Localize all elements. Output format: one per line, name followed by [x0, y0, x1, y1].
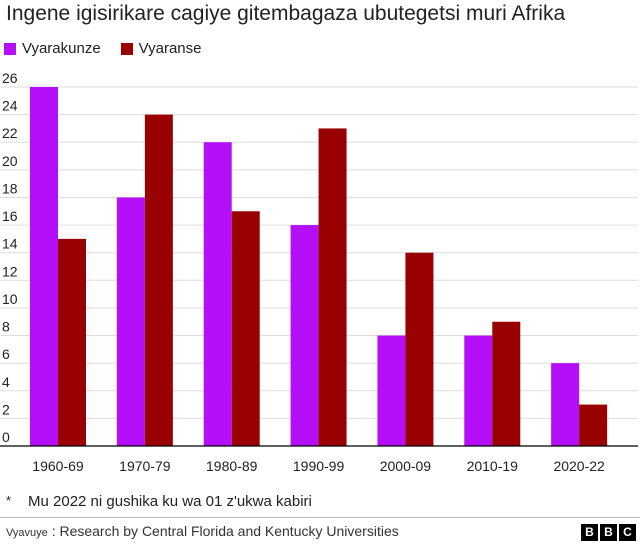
y-tick-label: 20: [2, 153, 18, 169]
bar-series-1: [30, 87, 58, 446]
y-tick-label: 4: [2, 374, 10, 390]
y-tick-label: 22: [2, 125, 18, 141]
y-tick-label: 18: [2, 180, 18, 196]
bar-series-2: [58, 238, 86, 446]
bbc-logo-letter: B: [600, 524, 617, 541]
y-tick-label: 16: [2, 208, 18, 224]
y-tick-label: 2: [2, 401, 10, 417]
x-tick-label: 1990-99: [293, 458, 345, 474]
y-tick-label: 10: [2, 291, 18, 307]
bar-series-2: [144, 114, 173, 446]
legend: Vyarakunze Vyaranse: [4, 40, 221, 57]
x-tick-label: 1980-89: [206, 458, 258, 474]
bar-series-1: [551, 363, 580, 446]
bbc-logo-letter: B: [581, 524, 598, 541]
legend-item-series-2: Vyaranse: [120, 40, 202, 57]
source: Vyavuye : Research by Central Florida an…: [6, 523, 399, 539]
y-tick-label: 24: [2, 98, 18, 114]
x-tick-label: 1960-69: [32, 458, 84, 474]
x-tick-label: 1970-79: [119, 458, 171, 474]
y-tick-label: 8: [2, 319, 10, 335]
chart-title: Ingene igisirikare cagiye gitembagaza ub…: [6, 2, 566, 25]
bar-series-1: [377, 335, 406, 446]
y-tick-label: 14: [2, 236, 18, 252]
x-tick-label: 2000-09: [380, 458, 432, 474]
y-tick-label: 12: [2, 263, 18, 279]
bar-series-1: [116, 197, 145, 446]
footnote: * Mu 2022 ni gushika ku wa 01 z'ukwa kab…: [6, 493, 312, 510]
bar-series-2: [579, 404, 608, 446]
bar-series-2: [492, 321, 521, 446]
source-text: : Research by Central Florida and Kentuc…: [51, 523, 399, 539]
legend-label-series-2: Vyaranse: [138, 40, 202, 57]
footnote-text: Mu 2022 ni gushika ku wa 01 z'ukwa kabir…: [28, 493, 312, 510]
legend-label-series-1: Vyarakunze: [22, 40, 101, 57]
bbc-logo-letter: C: [619, 524, 636, 541]
footnote-marker: *: [6, 493, 12, 508]
legend-swatch-series-2: [120, 42, 133, 55]
bbc-logo: B B C: [581, 524, 636, 541]
source-label: Vyavuye: [6, 527, 48, 539]
bar-series-1: [290, 225, 319, 446]
legend-item-series-1: Vyarakunze: [4, 40, 101, 57]
bar-series-1: [464, 335, 493, 446]
x-tick-label: 2020-22: [553, 458, 605, 474]
y-tick-label: 26: [2, 70, 18, 86]
bar-series-2: [231, 211, 260, 446]
x-tick-label: 2010-19: [467, 458, 519, 474]
y-tick-label: 0: [2, 429, 10, 445]
y-tick-label: 6: [2, 346, 10, 362]
bar-series-2: [405, 252, 434, 446]
bar-series-1: [203, 142, 232, 446]
footer-divider: [0, 517, 640, 518]
bar-series-2: [318, 128, 347, 446]
legend-swatch-series-1: [4, 42, 16, 55]
